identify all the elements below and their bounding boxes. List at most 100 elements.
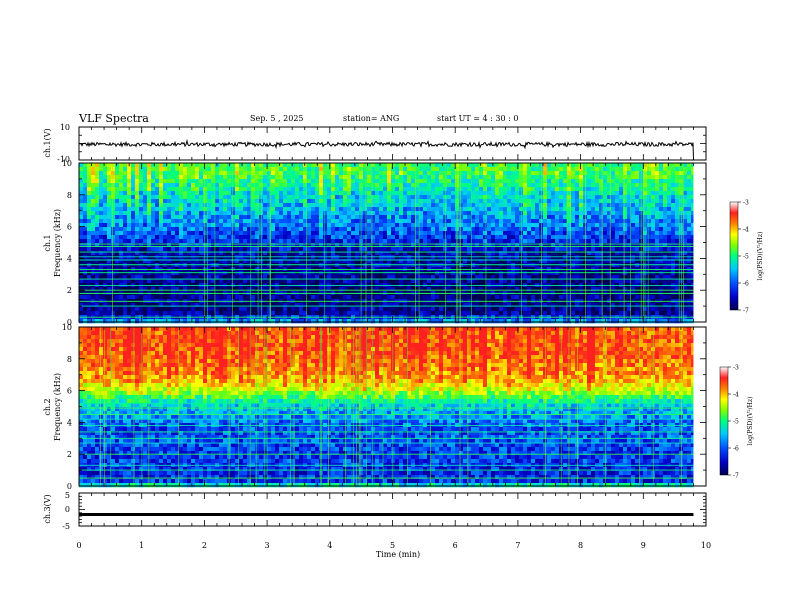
- ch1-spec-cell: [555, 207, 560, 212]
- ch1-spec-cell: [427, 167, 432, 172]
- ch1-spec-cell: [115, 215, 120, 220]
- ch1-spec-cell: [379, 219, 384, 224]
- ch1-spec-cell: [559, 319, 564, 324]
- ch1-spec-cell: [375, 307, 380, 312]
- ch1-spec-cell: [415, 167, 420, 172]
- ch1-spec-cell: [207, 287, 212, 292]
- ch1-spec-cell: [163, 295, 168, 300]
- ch1-spec-cell: [547, 231, 552, 236]
- ch1-spec-cell: [483, 319, 488, 324]
- ch1-spec-cell: [431, 175, 436, 180]
- ch1-spec-cell: [335, 295, 340, 300]
- ch1-spec-cell: [271, 167, 276, 172]
- ch1-spec-cell: [199, 207, 204, 212]
- ch1-spec-cell: [375, 163, 380, 168]
- ch1-spec-cell: [87, 163, 92, 168]
- ch1-spec-cell: [379, 171, 384, 176]
- ch1-spec-cell: [163, 195, 168, 200]
- ch1-spec-cell: [543, 311, 548, 316]
- ch1-spec-cell: [235, 303, 240, 308]
- ch1-spec-cell: [387, 215, 392, 220]
- ch1-spec-cell: [115, 195, 120, 200]
- ch1-spec-cell: [427, 307, 432, 312]
- ch1-spec-cell: [407, 167, 412, 172]
- ch1-spec-cell: [443, 179, 448, 184]
- ch1-spec-cell: [151, 251, 156, 256]
- ch1-spec-cell: [447, 179, 452, 184]
- ch1-spec-cell: [475, 231, 480, 236]
- ch1-spec-cell: [263, 199, 268, 204]
- ch1-spec-cell: [315, 287, 320, 292]
- ch1-spec-cell: [431, 279, 436, 284]
- ch1-spec-cell: [303, 223, 308, 228]
- ch1-spec-cell: [267, 247, 272, 252]
- ch1-spec-cell: [287, 275, 292, 280]
- ch1-spec-cell: [111, 175, 116, 180]
- ch1-spec-cell: [559, 179, 564, 184]
- ch1-spec-cell: [119, 171, 124, 176]
- ch1-spec-cell: [243, 223, 248, 228]
- ch1-spec-cell: [475, 179, 480, 184]
- ch1-spec-cell: [87, 235, 92, 240]
- ch1-spec-cell: [279, 259, 284, 264]
- ch1-spec-cell: [91, 223, 96, 228]
- ch1-spec-cell: [391, 227, 396, 232]
- ch1-spec-cell: [467, 279, 472, 284]
- ch1-spec-cell: [115, 187, 120, 192]
- ch1-spec-cell: [391, 239, 396, 244]
- ch1-spec-cell: [563, 171, 568, 176]
- ch1-spec-cell: [275, 251, 280, 256]
- ch1-spec-cell: [523, 219, 528, 224]
- ch1-spec-cell: [519, 231, 524, 236]
- ch1-spec-cell: [347, 243, 352, 248]
- ch1-spec-cell: [175, 219, 180, 224]
- ch1-spec-cell: [447, 259, 452, 264]
- ch1-spec-cell: [143, 215, 148, 220]
- ch1-spec-cell: [291, 247, 296, 252]
- ch1-spec-cell: [211, 279, 216, 284]
- ch1-spec-cell: [499, 203, 504, 208]
- ch1-spec-cell: [507, 319, 512, 324]
- ch1-spec-cell: [175, 163, 180, 168]
- ch1-spec-cell: [247, 243, 252, 248]
- ch1-spec-cell: [531, 319, 536, 324]
- ch1-spec-cell: [299, 167, 304, 172]
- ch1-spec-cell: [175, 191, 180, 196]
- ch1-spec-cell: [199, 287, 204, 292]
- ch1-spec-cell: [467, 239, 472, 244]
- ch1-spec-cell: [503, 235, 508, 240]
- ch1-spec-cell: [95, 227, 100, 232]
- ch1-spec-cell: [351, 175, 356, 180]
- ch1-spec-cell: [255, 231, 260, 236]
- ch1-spec-cell: [191, 227, 196, 232]
- ch1-spec-cell: [375, 251, 380, 256]
- ch1-spec-cell: [159, 191, 164, 196]
- ch1-spec-cell: [107, 179, 112, 184]
- ch1-spec-cell: [167, 303, 172, 308]
- ch1-spec-cell: [327, 275, 332, 280]
- ch1-spec-cell: [235, 211, 240, 216]
- ch1-spec-cell: [539, 295, 544, 300]
- ch1-spec-cell: [363, 183, 368, 188]
- ch1-spec-cell: [447, 199, 452, 204]
- ch1-spec-cell: [231, 175, 236, 180]
- ch1-spec-cell: [311, 207, 316, 212]
- ch1-spec-cell: [283, 307, 288, 312]
- ch1-spec-cell: [467, 211, 472, 216]
- ch1-spec-cell: [363, 203, 368, 208]
- ch1-spec-cell: [519, 311, 524, 316]
- ch1-spec-cell: [463, 207, 468, 212]
- ch1-spec-cell: [107, 187, 112, 192]
- ch1-spec-cell: [435, 247, 440, 252]
- ch1-spec-cell: [255, 311, 260, 316]
- ch1-spec-cell: [307, 303, 312, 308]
- ch1-spec-cell: [395, 239, 400, 244]
- ch1-spec-cell: [91, 231, 96, 236]
- ch1-spec-cell: [523, 235, 528, 240]
- ch1-spec-cell: [327, 215, 332, 220]
- ch1-spec-cell: [255, 295, 260, 300]
- ch1-spec-cell: [323, 175, 328, 180]
- ch1-spec-cell: [447, 243, 452, 248]
- ch1-spec-cell: [107, 235, 112, 240]
- ch1-spec-cell: [79, 307, 84, 312]
